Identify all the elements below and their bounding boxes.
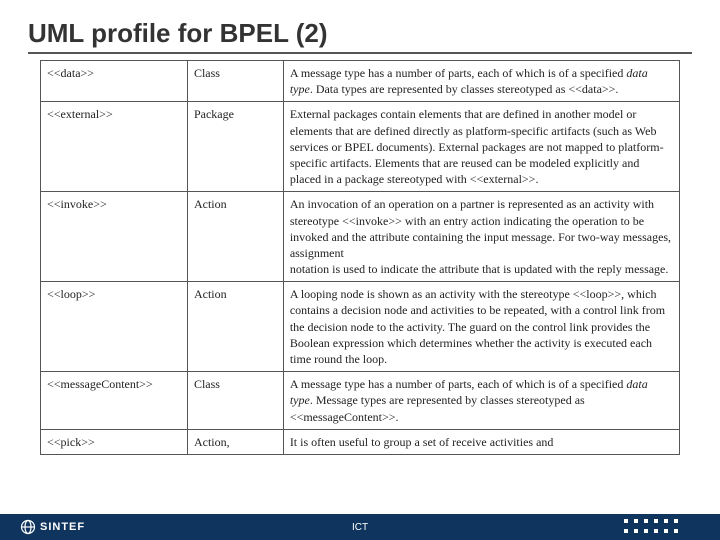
footer-brand: SINTEF bbox=[40, 521, 85, 533]
base-cell: Action bbox=[187, 192, 283, 282]
base-cell: Package bbox=[187, 102, 283, 192]
description-cell: External packages contain elements that … bbox=[283, 102, 679, 192]
description-cell: It is often useful to group a set of rec… bbox=[283, 429, 679, 454]
description-cell: A message type has a number of parts, ea… bbox=[283, 61, 679, 102]
globe-icon bbox=[20, 519, 36, 535]
stereotype-cell: <<pick>> bbox=[41, 429, 188, 454]
stereotype-cell: <<data>> bbox=[41, 61, 188, 102]
stereotype-cell: <<messageContent>> bbox=[41, 372, 188, 430]
stereotype-cell: <<loop>> bbox=[41, 282, 188, 372]
base-cell: Action bbox=[187, 282, 283, 372]
title-underline bbox=[28, 52, 692, 54]
description-cell: An invocation of an operation on a partn… bbox=[283, 192, 679, 282]
description-cell: A message type has a number of parts, ea… bbox=[283, 372, 679, 430]
footer-dots bbox=[624, 519, 680, 535]
footer-center: ICT bbox=[352, 522, 368, 533]
stereotype-cell: <<invoke>> bbox=[41, 192, 188, 282]
description-cell: A looping node is shown as an activity w… bbox=[283, 282, 679, 372]
base-cell: Class bbox=[187, 61, 283, 102]
stereotype-table-wrap: <<data>>ClassA message type has a number… bbox=[40, 60, 680, 490]
table-row: <<invoke>>ActionAn invocation of an oper… bbox=[41, 192, 680, 282]
table-row: <<external>>PackageExternal packages con… bbox=[41, 102, 680, 192]
base-cell: Action, bbox=[187, 429, 283, 454]
table-row: <<messageContent>>ClassA message type ha… bbox=[41, 372, 680, 430]
table-row: <<data>>ClassA message type has a number… bbox=[41, 61, 680, 102]
stereotype-cell: <<external>> bbox=[41, 102, 188, 192]
footer-logo: SINTEF bbox=[20, 519, 85, 535]
base-cell: Class bbox=[187, 372, 283, 430]
table-row: <<loop>>ActionA looping node is shown as… bbox=[41, 282, 680, 372]
footer-bar: SINTEF ICT bbox=[0, 514, 720, 540]
stereotype-table: <<data>>ClassA message type has a number… bbox=[40, 60, 680, 455]
page-title: UML profile for BPEL (2) bbox=[28, 18, 328, 49]
table-row: <<pick>>Action,It is often useful to gro… bbox=[41, 429, 680, 454]
